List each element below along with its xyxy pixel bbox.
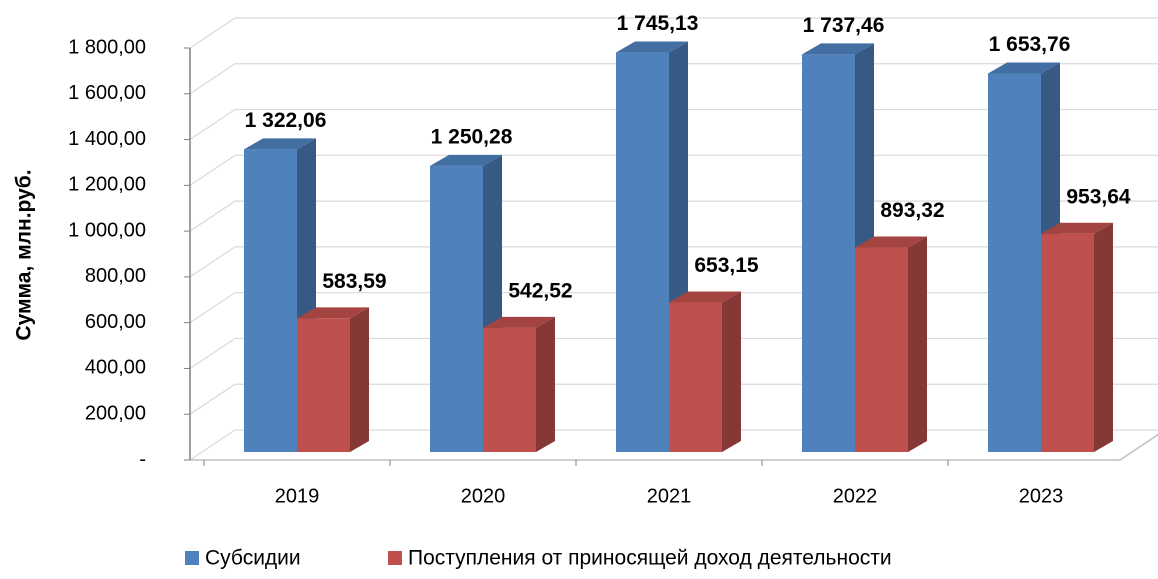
bar-top (616, 41, 688, 53)
bar (430, 165, 483, 452)
bar-top (483, 316, 555, 328)
bar-side (350, 307, 369, 452)
y-tick-label: - (139, 448, 146, 470)
data-label: 1 322,06 (245, 109, 327, 132)
data-label: 583,59 (322, 270, 386, 293)
y-tick-label: 800,00 (85, 265, 146, 287)
data-label: 1 250,28 (431, 125, 513, 148)
y-tick-label: 400,00 (85, 357, 146, 379)
grid-line (189, 17, 1158, 49)
bar-side (536, 316, 555, 452)
legend-label: Поступления от приносящей доход деятельн… (408, 547, 892, 570)
data-label: 1 737,46 (803, 14, 885, 37)
bar (1041, 233, 1094, 452)
y-tick-label: 600,00 (85, 311, 146, 333)
bar (988, 73, 1041, 452)
data-label: 1 653,76 (989, 33, 1071, 56)
bar-top (802, 43, 874, 55)
bar-top (297, 307, 369, 319)
y-tick-label: 1 200,00 (68, 174, 146, 196)
bar-top (855, 236, 927, 248)
x-tick-label: 2022 (833, 485, 878, 507)
bar-side (1094, 222, 1113, 452)
data-label: 953,64 (1066, 185, 1131, 208)
bar-side (908, 236, 927, 452)
x-tick-label: 2020 (461, 485, 506, 507)
legend-swatch (185, 551, 199, 565)
y-tick-label: 1 400,00 (68, 128, 146, 150)
x-tick-label: 2019 (275, 485, 320, 507)
legend-label: Субсидии (205, 547, 301, 570)
data-label: 653,15 (694, 254, 759, 277)
data-label: 542,52 (508, 279, 572, 302)
bar (802, 54, 855, 453)
bar (483, 327, 536, 452)
x-tick-label: 2021 (647, 485, 692, 507)
bar-top (1041, 222, 1113, 234)
data-label: 1 745,13 (617, 12, 699, 35)
bar-top (430, 154, 502, 166)
bar (855, 247, 908, 452)
bar-side (722, 291, 741, 452)
y-axis-title: Сумма, млн.руб. (13, 169, 36, 340)
legend-swatch (388, 551, 402, 565)
bar-top (244, 138, 316, 150)
bar-top (988, 62, 1060, 74)
data-label: 893,32 (880, 199, 944, 222)
y-tick-label: 1 800,00 (68, 36, 146, 58)
bar (297, 318, 350, 452)
x-tick-label: 2023 (1019, 485, 1064, 507)
y-tick-label: 1 600,00 (68, 82, 146, 104)
bar (616, 52, 669, 452)
bar-top (669, 291, 741, 303)
floor (190, 433, 1158, 461)
bar (244, 149, 297, 453)
bar (669, 302, 722, 452)
y-tick-label: 200,00 (85, 403, 146, 425)
y-tick-label: 1 000,00 (68, 219, 146, 241)
